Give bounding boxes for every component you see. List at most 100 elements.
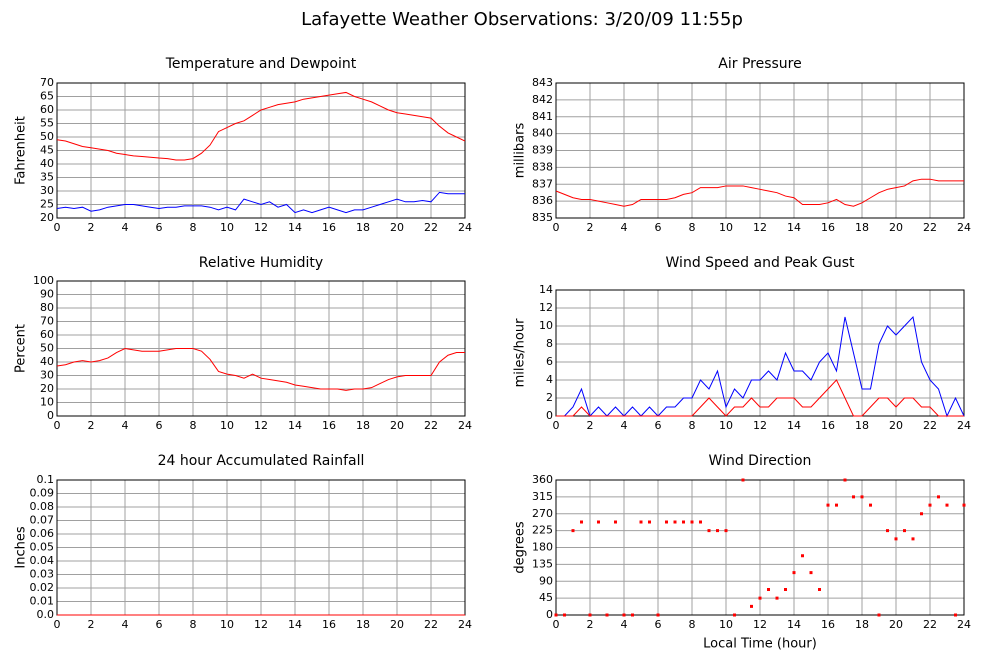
x-tick-label: 4 <box>621 221 628 234</box>
x-tick-label: 24 <box>458 221 472 234</box>
x-tick-label: 4 <box>122 419 129 432</box>
x-tick-label: 16 <box>821 419 835 432</box>
y-tick-label: 0.03 <box>30 568 55 581</box>
x-tick-label: 8 <box>190 221 197 234</box>
y-tick-label: 65 <box>40 90 54 103</box>
y-tick-label: 90 <box>539 574 553 587</box>
y-tick-label: 839 <box>532 144 553 157</box>
data-point <box>554 613 558 617</box>
y-tick-label: 10 <box>539 319 553 332</box>
data-point <box>826 503 830 507</box>
data-point <box>767 588 770 591</box>
x-tick-label: 16 <box>322 221 336 234</box>
x-tick-label: 10 <box>220 221 234 234</box>
x-tick-label: 20 <box>390 221 404 234</box>
data-point <box>801 554 804 558</box>
x-tick-label: 2 <box>88 618 95 631</box>
data-point <box>699 520 702 524</box>
y-tick-label: 842 <box>532 93 553 106</box>
x-tick-label: 8 <box>190 419 197 432</box>
y-tick-label: 50 <box>40 342 54 355</box>
data-point <box>622 613 626 617</box>
y-tick-label: 841 <box>532 110 553 123</box>
x-tick-label: 14 <box>787 221 801 234</box>
data-point <box>775 596 779 600</box>
y-tick-label: 2 <box>546 391 553 404</box>
data-point <box>928 503 932 507</box>
y-tick-label: 840 <box>532 127 553 140</box>
y-tick-label: 70 <box>40 315 54 328</box>
data-point <box>580 520 583 524</box>
y-tick-label: 80 <box>40 301 54 314</box>
y-tick-label: 50 <box>40 130 54 143</box>
data-point <box>869 503 872 507</box>
x-tick-label: 24 <box>458 618 472 631</box>
x-tick-label: 12 <box>753 618 767 631</box>
x-tick-label: 20 <box>889 618 903 631</box>
x-tick-label: 12 <box>254 618 268 631</box>
y-tick-label: 837 <box>532 177 553 190</box>
y-tick-label: 20 <box>40 382 54 395</box>
x-tick-label: 16 <box>322 618 336 631</box>
data-point <box>597 520 600 524</box>
data-point <box>614 520 617 524</box>
x-tick-label: 10 <box>220 419 234 432</box>
data-line <box>56 347 465 391</box>
data-point <box>937 495 940 499</box>
x-tick-label: 18 <box>855 221 869 234</box>
x-tick-label: 22 <box>424 618 438 631</box>
y-tick-label: 360 <box>532 473 553 486</box>
data-point <box>818 588 821 591</box>
x-tick-label: 0 <box>54 221 61 234</box>
data-line <box>555 178 964 207</box>
data-point <box>673 520 677 524</box>
x-tick-label: 4 <box>122 221 129 234</box>
y-tick-label: 25 <box>40 198 54 211</box>
chart-title: Wind Speed and Peak Gust <box>666 255 855 271</box>
y-tick-label: 0.02 <box>30 581 55 594</box>
data-point <box>571 529 575 533</box>
x-tick-label: 2 <box>587 221 594 234</box>
x-tick-label: 0 <box>553 419 560 432</box>
data-point <box>741 478 745 482</box>
y-tick-label: 35 <box>40 171 54 184</box>
x-tick-label: 12 <box>753 221 767 234</box>
data-point <box>809 571 813 575</box>
y-tick-label: 0 <box>546 608 553 621</box>
x-tick-label: 6 <box>156 221 163 234</box>
y-tick-label: 270 <box>532 507 553 520</box>
y-tick-label: 40 <box>40 355 54 368</box>
x-tick-label: 12 <box>753 419 767 432</box>
x-tick-label: 0 <box>553 618 560 631</box>
y-tick-label: 60 <box>40 103 54 116</box>
data-point <box>639 520 643 524</box>
y-axis-label: Inches <box>14 526 29 568</box>
y-tick-label: 843 <box>532 76 553 89</box>
x-tick-label: 6 <box>655 419 662 432</box>
chart-title: Wind Direction <box>709 453 812 469</box>
x-tick-label: 20 <box>889 419 903 432</box>
data-point <box>860 495 864 499</box>
x-tick-label: 16 <box>821 618 835 631</box>
plot-frame <box>56 82 466 219</box>
x-tick-label: 4 <box>621 618 628 631</box>
x-tick-label: 2 <box>88 419 95 432</box>
x-tick-label: 10 <box>719 618 733 631</box>
data-point <box>605 613 609 617</box>
x-tick-label: 24 <box>957 221 971 234</box>
y-tick-label: 838 <box>532 160 553 173</box>
x-tick-label: 6 <box>655 618 662 631</box>
y-tick-label: 0.06 <box>30 527 55 540</box>
data-point <box>631 613 634 617</box>
y-tick-label: 12 <box>539 301 553 314</box>
x-tick-label: 0 <box>54 618 61 631</box>
data-point <box>665 520 668 524</box>
data-point <box>716 529 719 533</box>
y-tick-label: 100 <box>33 274 54 287</box>
x-tick-label: 24 <box>458 419 472 432</box>
plot-frame <box>56 280 466 417</box>
x-tick-label: 18 <box>855 419 869 432</box>
x-tick-label: 22 <box>923 419 937 432</box>
